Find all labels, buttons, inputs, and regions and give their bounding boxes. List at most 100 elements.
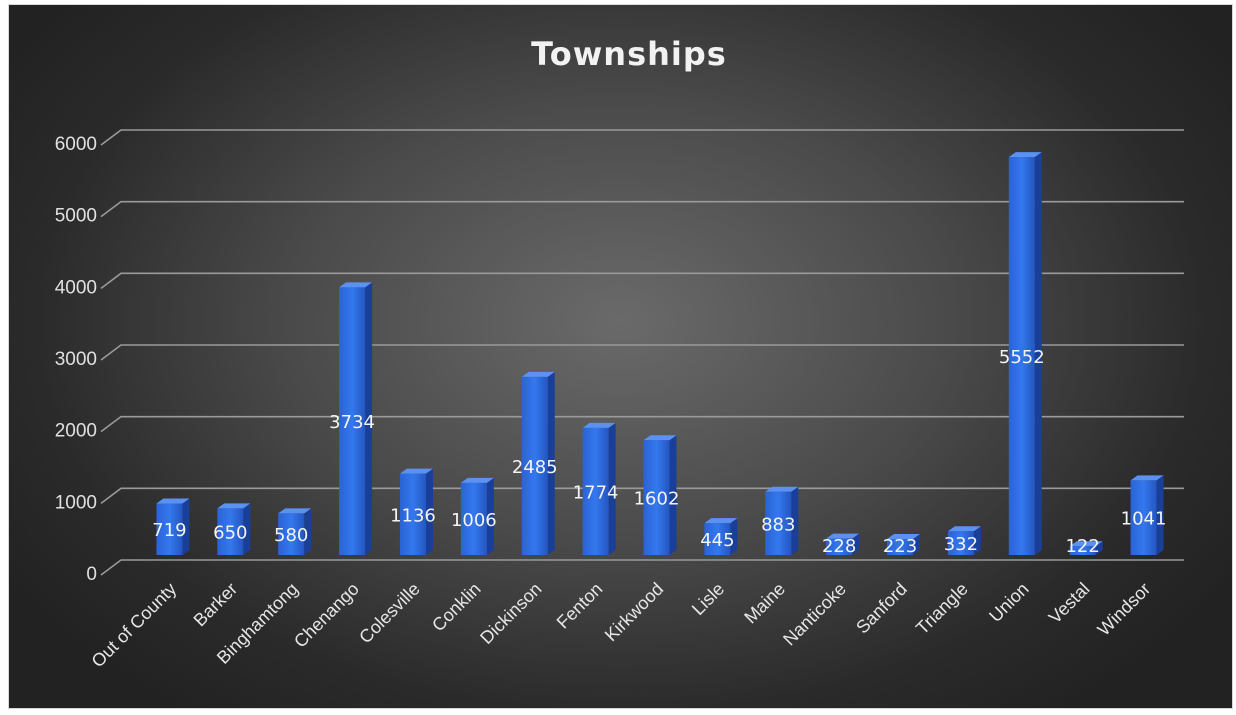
y-tick-label: 4000 [55, 277, 97, 298]
gridline [100, 487, 1184, 504]
bar [765, 486, 799, 555]
data-label: 122 [1065, 536, 1099, 557]
bar-front [1069, 546, 1096, 555]
data-label: 650 [213, 523, 247, 544]
bar-top [278, 508, 312, 514]
bar-front [1008, 157, 1035, 555]
x-tick-label: Triangle [912, 579, 972, 639]
bar [1130, 475, 1164, 555]
bar-front [156, 503, 183, 555]
data-label: 223 [883, 536, 917, 557]
bar-top [582, 422, 616, 428]
bar-side [608, 422, 616, 555]
bar [217, 503, 251, 555]
bar [278, 508, 312, 555]
bar-front [947, 531, 974, 555]
gridline [100, 559, 1184, 576]
bar-top [156, 498, 190, 504]
bar-side [913, 534, 921, 555]
data-label: 719 [152, 520, 186, 541]
x-tick-label: Fenton [553, 579, 607, 633]
y-tick-label: 5000 [55, 206, 97, 227]
gridline [100, 344, 1184, 361]
gridline [100, 200, 1184, 218]
bar-front [278, 513, 305, 555]
x-axis-ticks: Out of County BarkerBinghamtongChenangoCo… [88, 579, 1155, 672]
gridline [100, 415, 1184, 433]
bar-side [730, 518, 738, 555]
x-tick-label: Windsor [1094, 579, 1155, 640]
bar [887, 534, 921, 555]
bar-front [765, 491, 792, 555]
bar-top [826, 533, 860, 539]
bar [460, 477, 494, 555]
bar-side [1095, 541, 1103, 555]
bar-side [243, 503, 251, 555]
gridlines [100, 129, 1184, 576]
x-tick-label: Barker [190, 579, 242, 631]
x-tick-label: Lisle [688, 579, 728, 619]
bar-top [521, 371, 555, 377]
data-label: 228 [822, 536, 856, 557]
y-tick-label: 0 [86, 564, 97, 585]
bar-top [643, 435, 677, 441]
bar-side [486, 477, 494, 555]
bar [826, 533, 860, 555]
bar [643, 435, 677, 555]
bar-side [365, 282, 373, 555]
y-axis-ticks: 0 1000 2000 3000 4000 5000 6000 [55, 134, 97, 585]
bar-front [339, 287, 366, 555]
x-tick-label: Colesville [355, 579, 424, 648]
bar [521, 371, 555, 555]
bar [399, 468, 433, 555]
gridline [100, 272, 1184, 289]
bar-top [339, 282, 373, 288]
y-tick-label: 1000 [55, 492, 97, 513]
bar-top [887, 534, 921, 540]
x-tick-label: Union [985, 579, 1032, 626]
bar [582, 422, 616, 555]
bar-side [1156, 475, 1164, 555]
data-label: 5552 [999, 347, 1045, 368]
data-label: 1136 [390, 505, 436, 526]
data-label: 3734 [329, 412, 375, 433]
bar [156, 498, 190, 555]
y-tick-label: 3000 [55, 349, 97, 370]
bar-top [765, 486, 799, 492]
bar-side [547, 371, 555, 555]
bar-top [1008, 152, 1042, 158]
bar-top [1130, 475, 1164, 481]
x-tick-label: Kirkwood [601, 579, 667, 645]
y-tick-label: 2000 [55, 421, 97, 442]
bar-front [217, 508, 244, 555]
data-label: 2485 [512, 457, 558, 478]
bar [1008, 152, 1042, 555]
data-label: 445 [700, 530, 734, 551]
x-tick-label: Conklin [428, 579, 485, 636]
bar-front [582, 427, 609, 555]
bar [339, 282, 373, 555]
data-label: 1006 [451, 510, 497, 531]
bar-side [791, 486, 799, 555]
data-label: 1602 [634, 489, 680, 510]
x-tick-label: Nanticoke [779, 579, 850, 650]
gridline [100, 129, 1184, 146]
bar-chart: Townships 0 1000 2000 3000 4000 5000 6000 719 6… [55, 35, 1184, 672]
bar-top [1069, 541, 1103, 547]
bars [156, 152, 1164, 555]
bar [1069, 541, 1103, 555]
bar-side [425, 468, 433, 555]
bar-top [460, 477, 494, 483]
data-label: 1774 [573, 482, 619, 503]
bar-front [399, 473, 426, 555]
data-label: 580 [274, 525, 308, 546]
bar-front [643, 440, 670, 555]
x-tick-label: Chenango [290, 579, 363, 652]
bar-front [1130, 480, 1157, 555]
bar-top [947, 526, 981, 532]
y-tick-label: 6000 [55, 134, 97, 155]
bar-front [521, 376, 548, 555]
data-label: 883 [761, 514, 795, 535]
bar-side [973, 526, 981, 555]
chart-panel: Townships 0 1000 2000 3000 4000 5000 6000 719 6… [8, 4, 1233, 709]
